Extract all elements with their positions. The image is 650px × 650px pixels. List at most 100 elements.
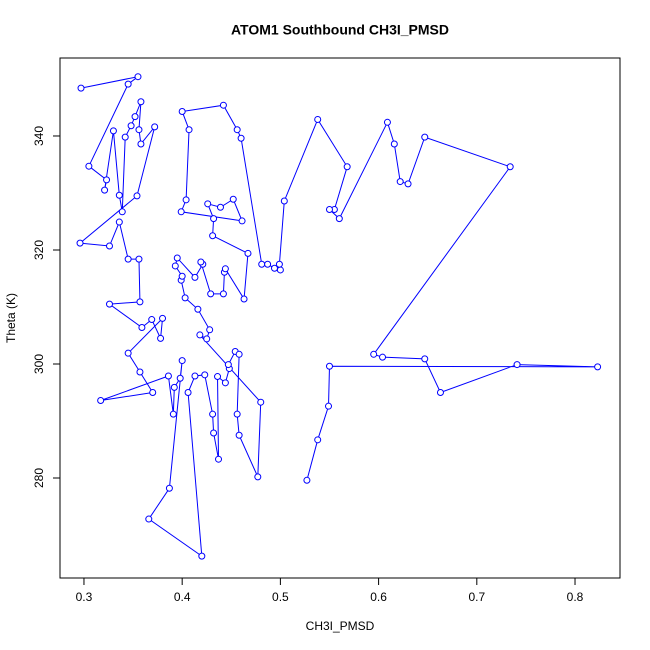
data-point: [221, 265, 229, 273]
data-point: [137, 98, 145, 106]
data-point: [314, 436, 322, 444]
data-point: [221, 379, 229, 387]
data-point: [325, 206, 333, 214]
data-point: [173, 254, 181, 262]
data-point: [216, 203, 224, 211]
data-point: [314, 115, 322, 123]
data-point: [118, 208, 126, 216]
data-point: [176, 374, 184, 382]
data-point: [210, 215, 218, 223]
data-point: [97, 396, 105, 404]
x-axis-label: CH3I_PMSD: [306, 619, 375, 633]
data-point: [229, 195, 237, 203]
data-point: [185, 126, 193, 134]
data-point: [214, 373, 222, 381]
data-point: [178, 272, 186, 280]
data-point: [421, 133, 429, 141]
data-point: [145, 515, 153, 523]
data-point: [135, 255, 143, 263]
data-point: [121, 133, 129, 141]
y-tick-label: 340: [32, 126, 46, 146]
data-point: [280, 197, 288, 205]
data-point: [235, 350, 243, 358]
data-point: [182, 196, 190, 204]
data-point: [115, 218, 123, 226]
data-point: [127, 122, 135, 130]
data-point: [343, 163, 351, 171]
data-point: [181, 294, 189, 302]
data-point: [131, 113, 139, 121]
data-point: [177, 208, 185, 216]
data-point: [224, 361, 232, 369]
data-point: [303, 476, 311, 484]
data-point: [203, 335, 211, 343]
data-point: [219, 101, 227, 109]
data-point: [171, 262, 179, 270]
data-point: [191, 273, 199, 281]
data-point: [77, 84, 85, 92]
data-point: [135, 126, 143, 134]
data-point: [201, 371, 209, 379]
data-point: [124, 349, 132, 357]
y-tick-label: 280: [32, 468, 46, 488]
data-point: [215, 455, 223, 463]
data-point: [115, 191, 123, 199]
data-point: [238, 217, 246, 225]
data-point: [240, 295, 248, 303]
data-line: [78, 76, 598, 558]
data-point: [513, 361, 521, 369]
data-point: [210, 429, 218, 437]
data-point: [264, 260, 272, 268]
data-point: [235, 431, 243, 439]
data-point: [198, 552, 206, 560]
data-point: [178, 357, 186, 365]
data-point: [184, 389, 192, 397]
x-tick-label: 0.8: [567, 590, 584, 604]
x-tick-label: 0.3: [76, 590, 93, 604]
data-point: [101, 186, 109, 194]
plot-frame: [59, 57, 621, 579]
data-point: [219, 290, 227, 298]
data-point: [136, 298, 144, 306]
data-point: [237, 134, 245, 142]
data-point: [209, 232, 217, 240]
y-tick-label: 300: [32, 354, 46, 374]
data-point: [149, 389, 157, 397]
data-point: [383, 118, 391, 126]
data-point: [157, 334, 165, 342]
data-point: [169, 410, 177, 418]
data-point: [105, 242, 113, 250]
x-tick-label: 0.6: [370, 590, 387, 604]
data-point: [151, 123, 159, 131]
data-point: [254, 473, 262, 481]
data-point: [244, 249, 252, 257]
data-point: [325, 402, 333, 410]
data-point: [178, 107, 186, 115]
data-point: [165, 484, 173, 492]
data-point: [379, 353, 387, 361]
data-point: [436, 389, 444, 397]
data-point: [233, 410, 241, 418]
data-point: [233, 126, 241, 134]
data-point: [204, 200, 212, 208]
data-point: [137, 140, 145, 148]
data-point: [85, 162, 93, 170]
data-point: [325, 362, 333, 370]
data-point: [170, 383, 178, 391]
data-point: [134, 73, 142, 81]
data-point: [275, 260, 283, 268]
data-point: [421, 355, 429, 363]
data-point: [136, 368, 144, 376]
data-point: [390, 140, 398, 148]
data-point: [276, 266, 284, 274]
data-point: [207, 290, 215, 298]
data-point: [506, 163, 514, 171]
data-point: [159, 314, 167, 322]
data-point: [148, 316, 156, 324]
data-point: [103, 176, 111, 184]
data-point: [197, 258, 205, 266]
data-point: [194, 305, 202, 313]
data-point: [124, 80, 132, 88]
data-point: [76, 239, 84, 247]
